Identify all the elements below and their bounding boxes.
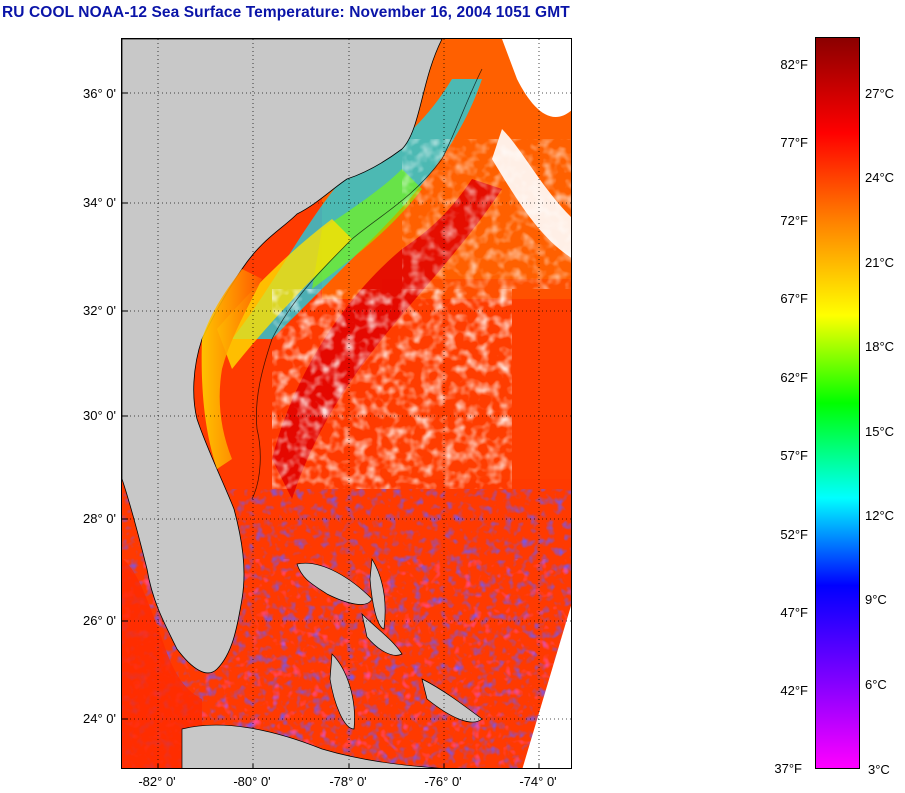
fahrenheit-label: 47°F [780, 605, 808, 620]
sst-map-canvas [122, 39, 571, 768]
lon-label: -74° 0' [519, 774, 557, 789]
celsius-label: 12°C [865, 508, 895, 523]
lon-label: -80° 0' [233, 774, 271, 789]
lat-label: 32° 0' [83, 303, 116, 318]
celsius-label: 15°C [865, 424, 895, 439]
celsius-label: 6°C [865, 677, 887, 692]
lat-label: 36° 0' [83, 86, 116, 101]
land-mass [122, 39, 443, 674]
lon-label: -78° 0' [329, 774, 367, 789]
celsius-label: 3°C [868, 762, 890, 777]
celsius-label: 18°C [865, 339, 895, 354]
map-title: RU COOL NOAA-12 Sea Surface Temperature:… [2, 4, 570, 21]
lat-label: 28° 0' [83, 511, 116, 526]
sst-map [121, 38, 572, 769]
colorbar [815, 37, 860, 769]
celsius-label: 21°C [865, 255, 895, 270]
fahrenheit-label: 77°F [780, 135, 808, 150]
fahrenheit-label: 42°F [780, 683, 808, 698]
fahrenheit-label: 52°F [780, 527, 808, 542]
fahrenheit-label: 82°F [780, 57, 808, 72]
fahrenheit-label: 37°F [774, 761, 802, 776]
celsius-label: 27°C [865, 86, 895, 101]
fahrenheit-label: 57°F [780, 448, 808, 463]
lat-label: 34° 0' [83, 195, 116, 210]
celsius-label: 24°C [865, 170, 895, 185]
cloud-patch [502, 39, 571, 118]
lat-label: 30° 0' [83, 408, 116, 423]
celsius-label: 9°C [865, 592, 887, 607]
bahamas-islands [181, 557, 483, 768]
lon-label: -82° 0' [138, 774, 176, 789]
fahrenheit-label: 72°F [780, 213, 808, 228]
lon-label: -76° 0' [424, 774, 462, 789]
lat-label: 24° 0' [83, 711, 116, 726]
fahrenheit-label: 62°F [780, 370, 808, 385]
lat-label: 26° 0' [83, 613, 116, 628]
fahrenheit-label: 67°F [780, 291, 808, 306]
